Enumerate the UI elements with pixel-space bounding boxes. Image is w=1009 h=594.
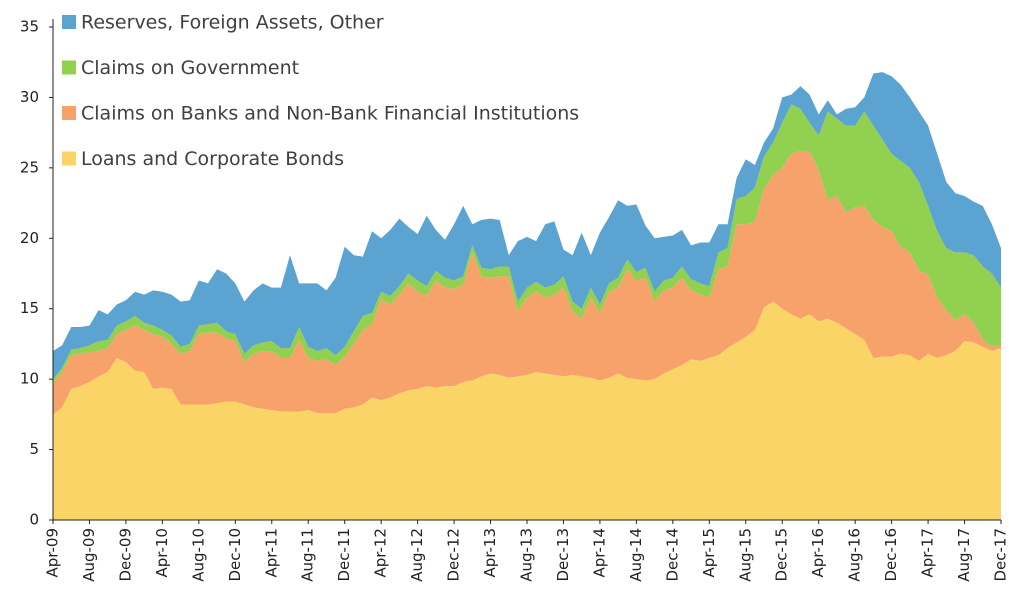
x-tick-label: Aug-15	[736, 528, 754, 582]
x-tick-label: Aug-09	[80, 528, 98, 582]
x-tick-label: Aug-16	[846, 528, 864, 582]
y-tick-label: 20	[20, 229, 39, 247]
legend-swatch	[62, 60, 76, 75]
legend-label: Loans and Corporate Bonds	[81, 148, 344, 170]
legend-label: Claims on Government	[81, 57, 299, 79]
x-tick-label: Dec-15	[773, 528, 791, 582]
y-tick-label: 30	[20, 88, 39, 106]
legend-swatch	[62, 106, 76, 120]
y-tick-label: 15	[20, 299, 39, 317]
y-tick-label: 5	[29, 440, 39, 458]
y-tick-label: 35	[20, 18, 39, 36]
area	[53, 104, 1001, 384]
x-tick-label: Apr-17	[919, 528, 937, 578]
x-tick-label: Dec-13	[554, 528, 572, 582]
x-tick-label: Apr-15	[700, 528, 718, 578]
x-tick-label: Dec-12	[445, 528, 463, 582]
x-tick-label: Dec-14	[663, 528, 681, 582]
y-tick-label: 25	[20, 158, 39, 176]
legend-swatch	[62, 15, 76, 29]
x-tick-label: Aug-17	[955, 528, 973, 582]
x-tick-label: Aug-14	[627, 528, 645, 582]
y-tick-label: 10	[20, 370, 39, 388]
x-tick-label: Dec-11	[335, 528, 353, 582]
x-tick-label: Aug-12	[408, 528, 426, 582]
x-tick-label: Apr-13	[481, 528, 499, 578]
x-tick-label: Dec-16	[882, 528, 900, 582]
x-tick-label: Apr-16	[809, 528, 827, 578]
x-tick-label: Aug-10	[189, 528, 207, 582]
x-tick-label: Apr-14	[590, 528, 608, 578]
x-tick-label: Apr-12	[372, 528, 390, 578]
x-tick-label: Dec-17	[992, 528, 1009, 582]
area	[53, 150, 1001, 415]
legend-label: Reserves, Foreign Assets, Other	[81, 12, 384, 34]
y-tick-label: 0	[29, 511, 39, 529]
x-tick-label: Apr-11	[262, 528, 280, 578]
x-tick-label: Dec-10	[226, 528, 244, 582]
x-tick-label: Aug-13	[518, 528, 536, 582]
x-tick-label: Dec-09	[116, 528, 134, 582]
x-tick-label: Apr-09	[44, 528, 62, 578]
area	[53, 301, 1001, 520]
area	[53, 72, 1001, 380]
x-tick-label: Aug-11	[299, 528, 317, 582]
legend-label: Claims on Banks and Non-Bank Financial I…	[81, 103, 579, 125]
legend-swatch	[62, 151, 76, 166]
x-tick-label: Apr-10	[153, 528, 171, 578]
